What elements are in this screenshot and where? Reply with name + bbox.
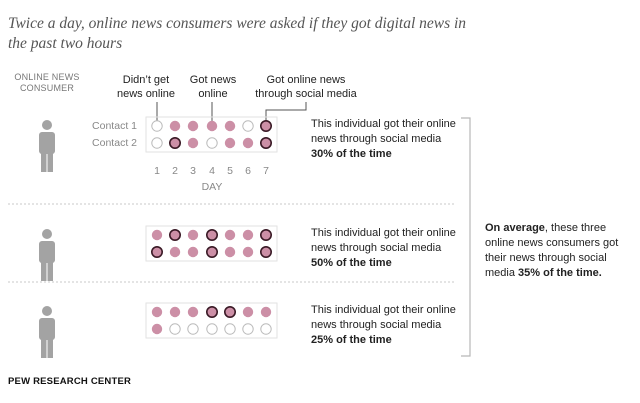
dot-social-media (206, 229, 219, 242)
dot-no-news (224, 323, 236, 335)
individual-description-line: This individual got their online (311, 118, 456, 130)
dot-no-news (242, 323, 254, 335)
dot-got-news (187, 120, 199, 132)
dot-social-media (169, 229, 182, 242)
dot-got-news (187, 306, 199, 318)
dot-panel (145, 225, 278, 262)
dot-social-media (259, 137, 272, 150)
dot-got-news (224, 229, 236, 241)
dot-no-news (260, 323, 272, 335)
individual-description-line: This individual got their online (311, 304, 456, 316)
summary-line: On average, these three (485, 222, 606, 234)
chart-title: Twice a day, online news consumers were … (8, 15, 467, 52)
legend-social-label: through social media (255, 88, 357, 100)
dot-no-news (151, 137, 163, 149)
individual-description-line: news through social media (311, 133, 442, 145)
day-tick-label: 7 (263, 165, 269, 177)
individual-percent: 25% of the time (311, 334, 392, 346)
row-label-contact-1: Contact 1 (92, 120, 137, 132)
dot-got-news (242, 229, 254, 241)
summary-line: their news through social (485, 252, 607, 264)
individual-percent: 50% of the time (311, 257, 392, 269)
summary-line: media 35% of the time. (485, 267, 602, 279)
dot-got-news (169, 120, 181, 132)
dot-no-news (242, 120, 254, 132)
dot-got-news (260, 306, 272, 318)
legend-no-news-label: Didn’t get (123, 74, 169, 86)
individual-description-line: news through social media (311, 242, 442, 254)
dot-got-news (242, 306, 254, 318)
individual-description-line: This individual got their online (311, 227, 456, 239)
person-icon (39, 229, 55, 281)
dot-panel (145, 302, 278, 339)
dot-got-news (151, 323, 163, 335)
person-icon (39, 306, 55, 358)
dot-social-media (259, 246, 272, 259)
dot-got-news (224, 246, 236, 258)
legend-social-leader (265, 102, 307, 121)
column-header-line: ONLINE NEWS (14, 72, 79, 82)
day-tick-label: 4 (209, 165, 215, 177)
day-tick-label: 5 (227, 165, 233, 177)
legend-social-label: Got online news (267, 74, 346, 86)
dot-got-news (169, 246, 181, 258)
dot-got-news (187, 229, 199, 241)
dot-social-media (206, 305, 219, 318)
dot-got-news (242, 137, 254, 149)
dot-got-news (151, 229, 163, 241)
dot-social-media (224, 305, 237, 318)
dot-no-news (206, 323, 218, 335)
day-axis-label: DAY (202, 181, 223, 193)
legend-got-news-label: online (198, 88, 227, 100)
dot-no-news (151, 120, 163, 132)
dot-got-news (187, 246, 199, 258)
day-tick-label: 1 (154, 165, 160, 177)
dot-social-media (206, 246, 219, 259)
dot-social-media (169, 137, 182, 150)
day-tick-label: 2 (172, 165, 178, 177)
column-header-line: CONSUMER (20, 83, 74, 93)
legend-no-news-label: news online (117, 88, 175, 100)
dot-got-news (224, 137, 236, 149)
day-tick-label: 6 (245, 165, 251, 177)
row-label-contact-2: Contact 2 (92, 137, 137, 149)
dot-got-news (224, 120, 236, 132)
dot-got-news (242, 246, 254, 258)
source-credit: PEW RESEARCH CENTER (8, 376, 132, 387)
individual-description-line: news through social media (311, 319, 442, 331)
dot-got-news (187, 137, 199, 149)
dot-got-news (169, 306, 181, 318)
dot-social-media (259, 229, 272, 242)
dot-panel (145, 116, 278, 153)
dot-got-news (206, 120, 218, 132)
summary-line: online news consumers got (485, 237, 618, 249)
dot-no-news (169, 323, 181, 335)
dot-social-media (259, 120, 272, 133)
dot-got-news (151, 306, 163, 318)
day-tick-label: 3 (190, 165, 196, 177)
legend-got-news-label: Got news (190, 74, 237, 86)
individual-percent: 30% of the time (311, 148, 392, 160)
dot-no-news (206, 137, 218, 149)
person-icon (39, 120, 55, 172)
dot-no-news (187, 323, 199, 335)
summary-bracket (461, 117, 471, 357)
dot-social-media (151, 246, 164, 259)
